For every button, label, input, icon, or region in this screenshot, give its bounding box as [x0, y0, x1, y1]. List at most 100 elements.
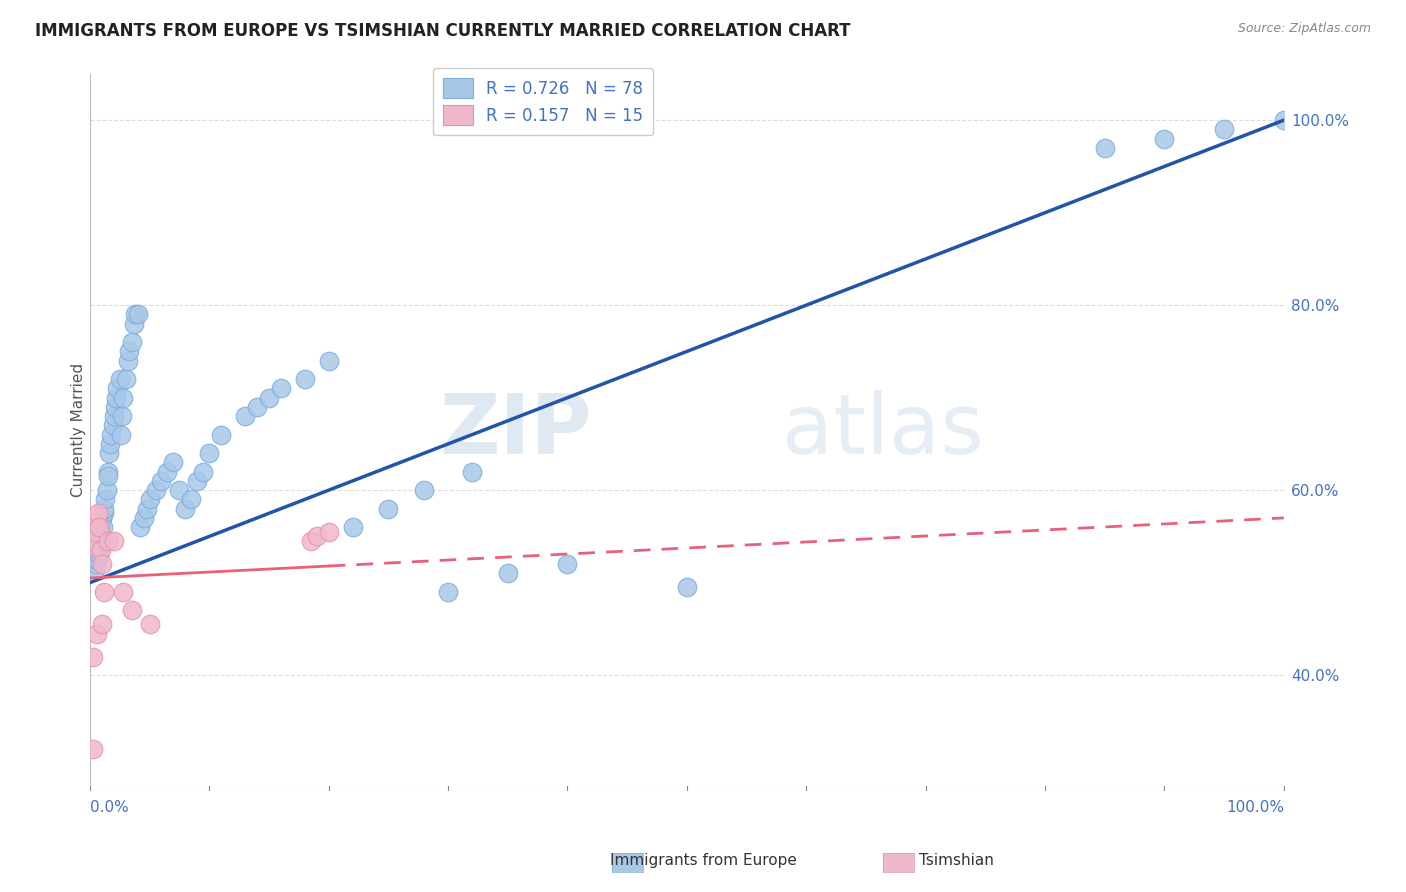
- Point: [1153, 131, 1175, 145]
- Point: [101, 418, 124, 433]
- Point: [108, 372, 131, 386]
- Point: [118, 344, 141, 359]
- Point: [461, 465, 484, 479]
- Point: [121, 335, 143, 350]
- Point: [145, 483, 167, 498]
- Text: ZIP: ZIP: [439, 390, 592, 471]
- Point: [86, 552, 108, 566]
- Point: [82, 649, 104, 664]
- Point: [257, 391, 280, 405]
- Point: [1213, 122, 1236, 136]
- Point: [82, 543, 104, 558]
- Point: [90, 529, 112, 543]
- Point: [233, 409, 256, 424]
- Text: Immigrants from Europe: Immigrants from Europe: [610, 854, 796, 868]
- Point: [90, 534, 112, 549]
- Point: [180, 492, 202, 507]
- Point: [94, 492, 117, 507]
- Point: [82, 742, 104, 756]
- Point: [97, 446, 120, 460]
- Point: [174, 501, 197, 516]
- Point: [156, 465, 179, 479]
- Point: [112, 585, 135, 599]
- Point: [83, 539, 105, 553]
- Point: [86, 529, 108, 543]
- Point: [97, 465, 120, 479]
- Point: [150, 474, 173, 488]
- Point: [84, 548, 107, 562]
- Point: [138, 492, 160, 507]
- Point: [87, 539, 110, 553]
- Point: [87, 506, 110, 520]
- Point: [84, 557, 107, 571]
- Point: [89, 520, 111, 534]
- Point: [186, 474, 208, 488]
- Point: [377, 501, 399, 516]
- Point: [270, 381, 292, 395]
- Point: [97, 469, 120, 483]
- Point: [1094, 141, 1116, 155]
- Point: [82, 516, 104, 530]
- Point: [90, 617, 112, 632]
- Point: [86, 511, 108, 525]
- Point: [193, 465, 215, 479]
- Point: [111, 409, 134, 424]
- Text: 0.0%: 0.0%: [90, 800, 128, 815]
- Point: [93, 506, 115, 520]
- Point: [91, 520, 114, 534]
- Point: [136, 501, 159, 516]
- Point: [84, 534, 107, 549]
- Point: [105, 391, 128, 405]
- Point: [198, 446, 221, 460]
- Point: [117, 353, 139, 368]
- Point: [413, 483, 436, 498]
- Point: [110, 427, 132, 442]
- Text: Source: ZipAtlas.com: Source: ZipAtlas.com: [1237, 22, 1371, 36]
- Point: [90, 511, 112, 525]
- Text: Tsimshian: Tsimshian: [918, 854, 994, 868]
- Point: [96, 483, 118, 498]
- Point: [90, 516, 112, 530]
- Point: [83, 524, 105, 539]
- Point: [90, 557, 112, 571]
- Point: [87, 524, 110, 539]
- Y-axis label: Currently Married: Currently Married: [72, 363, 86, 497]
- Point: [84, 516, 107, 530]
- Point: [122, 317, 145, 331]
- Point: [100, 427, 122, 442]
- Text: 100.0%: 100.0%: [1226, 800, 1284, 815]
- Point: [124, 307, 146, 321]
- Point: [127, 307, 149, 321]
- Point: [86, 626, 108, 640]
- Point: [82, 552, 104, 566]
- Point: [496, 566, 519, 581]
- Point: [90, 543, 112, 558]
- Point: [676, 580, 699, 594]
- Point: [305, 529, 328, 543]
- Point: [246, 400, 269, 414]
- Point: [89, 548, 111, 562]
- Point: [104, 400, 127, 414]
- Point: [557, 557, 579, 571]
- Point: [121, 603, 143, 617]
- Point: [129, 520, 152, 534]
- Point: [83, 562, 105, 576]
- Point: [342, 520, 364, 534]
- Point: [437, 585, 460, 599]
- Point: [89, 520, 111, 534]
- Point: [132, 511, 155, 525]
- Point: [294, 372, 316, 386]
- Point: [209, 427, 232, 442]
- Point: [93, 501, 115, 516]
- Point: [82, 539, 104, 553]
- Point: [162, 455, 184, 469]
- Point: [82, 548, 104, 562]
- Point: [93, 585, 115, 599]
- Point: [97, 534, 120, 549]
- Legend: R = 0.726   N = 78, R = 0.157   N = 15: R = 0.726 N = 78, R = 0.157 N = 15: [433, 68, 652, 136]
- Point: [318, 524, 340, 539]
- Point: [1272, 113, 1295, 128]
- Text: IMMIGRANTS FROM EUROPE VS TSIMSHIAN CURRENTLY MARRIED CORRELATION CHART: IMMIGRANTS FROM EUROPE VS TSIMSHIAN CURR…: [35, 22, 851, 40]
- Point: [112, 391, 135, 405]
- Point: [114, 372, 136, 386]
